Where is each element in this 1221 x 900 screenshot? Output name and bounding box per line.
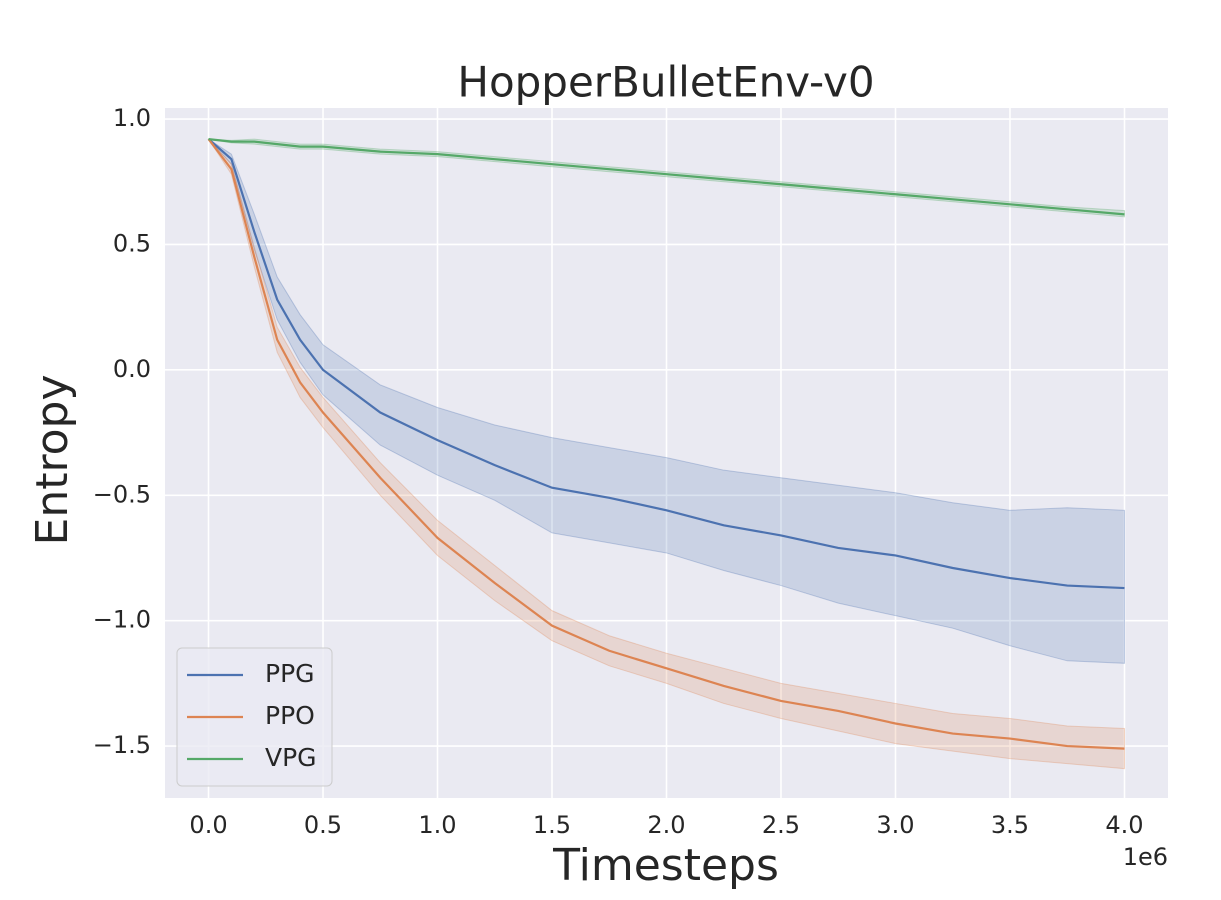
y-tick-label: −1.0 <box>93 606 151 634</box>
legend-frame <box>176 647 333 787</box>
x-tick-label: 1.0 <box>418 811 456 839</box>
x-tick-label: 2.0 <box>647 811 685 839</box>
legend-label: PPO <box>265 701 315 730</box>
chart-title: HopperBulletEnv-v0 <box>457 58 874 107</box>
x-tick-label: 3.5 <box>991 811 1029 839</box>
y-tick-label: −1.5 <box>93 731 151 759</box>
x-tick-label: 0.5 <box>304 811 342 839</box>
y-tick-label: 1.0 <box>113 104 151 132</box>
x-tick-label: 4.0 <box>1105 811 1143 839</box>
confidence-band <box>208 138 1125 664</box>
series-line <box>207 138 1125 590</box>
y-axis-label: Entropy <box>27 375 78 546</box>
y-tick-label: −0.5 <box>93 480 151 508</box>
y-tick-label: 0.5 <box>113 229 151 257</box>
x-tick-label: 0.0 <box>189 811 227 839</box>
x-offset-label: 1e6 <box>1123 843 1168 871</box>
x-tick-label: 1.5 <box>533 811 571 839</box>
legend: PPG PPO VPG <box>176 647 333 787</box>
series-line <box>207 138 1125 750</box>
series-line <box>208 138 1125 216</box>
x-tick-label: 3.0 <box>876 811 914 839</box>
x-axis-label: Timesteps <box>552 840 779 891</box>
y-tick-label: 0.0 <box>113 355 151 383</box>
legend-label: VPG <box>265 743 317 772</box>
legend-label: PPG <box>265 659 315 688</box>
x-tick-label: 2.5 <box>762 811 800 839</box>
